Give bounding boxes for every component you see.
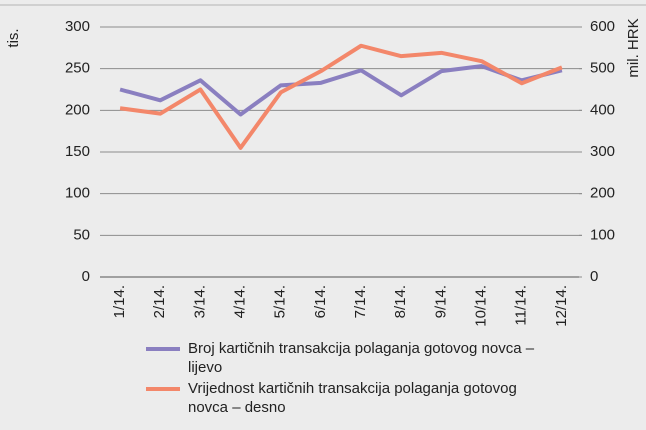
y2-tick-label: 100 <box>590 226 615 243</box>
y-tick-label: 50 <box>73 226 90 243</box>
x-tick-label: 5/14. <box>272 285 289 318</box>
y-axis-label: tis. <box>5 28 22 47</box>
y2-tick-label: 200 <box>590 185 615 202</box>
y-tick-label: 250 <box>65 60 90 77</box>
y-tick-label: 0 <box>82 268 90 285</box>
y2-tick-label: 500 <box>590 60 615 77</box>
x-tick-label: 1/14. <box>111 285 128 318</box>
x-tick-label: 8/14. <box>392 285 409 318</box>
x-tick-label: 11/14. <box>513 285 530 326</box>
series-line <box>119 43 563 150</box>
y-tick-label: 100 <box>65 185 90 202</box>
y2-tick-label: 300 <box>590 143 615 160</box>
y2-axis-label: mil. HRK <box>625 18 642 77</box>
x-tick-label: 12/14. <box>553 285 570 327</box>
y-tick-label: 200 <box>65 101 90 118</box>
y-tick-label: 300 <box>65 18 90 35</box>
series-line <box>119 64 563 117</box>
x-tick-label: 9/14. <box>432 285 449 318</box>
x-tick-label: 6/14. <box>312 285 329 318</box>
x-tick-label: 2/14. <box>151 285 168 318</box>
y-tick-label: 150 <box>65 143 90 160</box>
x-tick-label: 4/14. <box>232 285 249 318</box>
y2-tick-label: 400 <box>590 101 615 118</box>
legend-label: Vrijednost kartičnih transakcija polagan… <box>188 380 517 416</box>
x-tick-label: 10/14. <box>473 285 490 327</box>
legend-label: Broj kartičnih transakcija polaganja got… <box>188 340 535 376</box>
y2-tick-label: 0 <box>590 268 598 285</box>
x-tick-label: 7/14. <box>352 285 369 318</box>
x-tick-label: 3/14. <box>191 285 208 318</box>
y2-tick-label: 600 <box>590 18 615 35</box>
